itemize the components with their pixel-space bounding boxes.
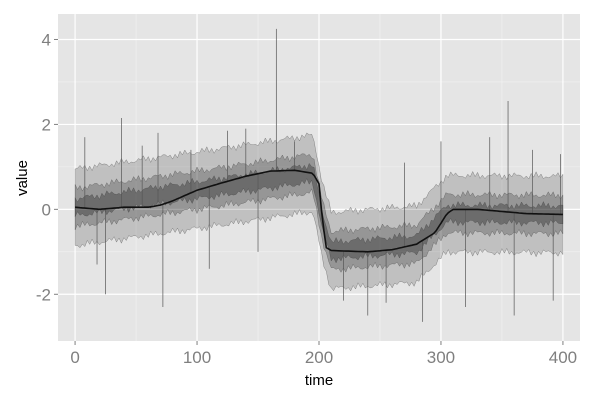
y-tick-label: 2 (42, 115, 51, 134)
x-axis: 0 100 200 300 400 (70, 341, 577, 367)
x-axis-title: time (305, 372, 333, 389)
band-inner (74, 162, 564, 264)
x-tick-label: 0 (70, 348, 79, 367)
x-tick-label: 300 (427, 348, 455, 367)
median-line (75, 169, 563, 253)
y-axis-title: value (14, 160, 31, 196)
quantile-bands (74, 132, 564, 292)
y-tick-label: 4 (42, 30, 51, 49)
x-tick-label: 200 (305, 348, 333, 367)
median-line-group (75, 169, 563, 253)
x-tick-label: 400 (549, 348, 577, 367)
x-tick-label: 100 (183, 348, 211, 367)
y-axis: -2 0 2 4 (36, 30, 58, 304)
y-tick-label: 0 (42, 200, 51, 219)
y-tick-label: -2 (36, 285, 51, 304)
band-outer (74, 132, 564, 292)
spike-lines (84, 28, 561, 322)
